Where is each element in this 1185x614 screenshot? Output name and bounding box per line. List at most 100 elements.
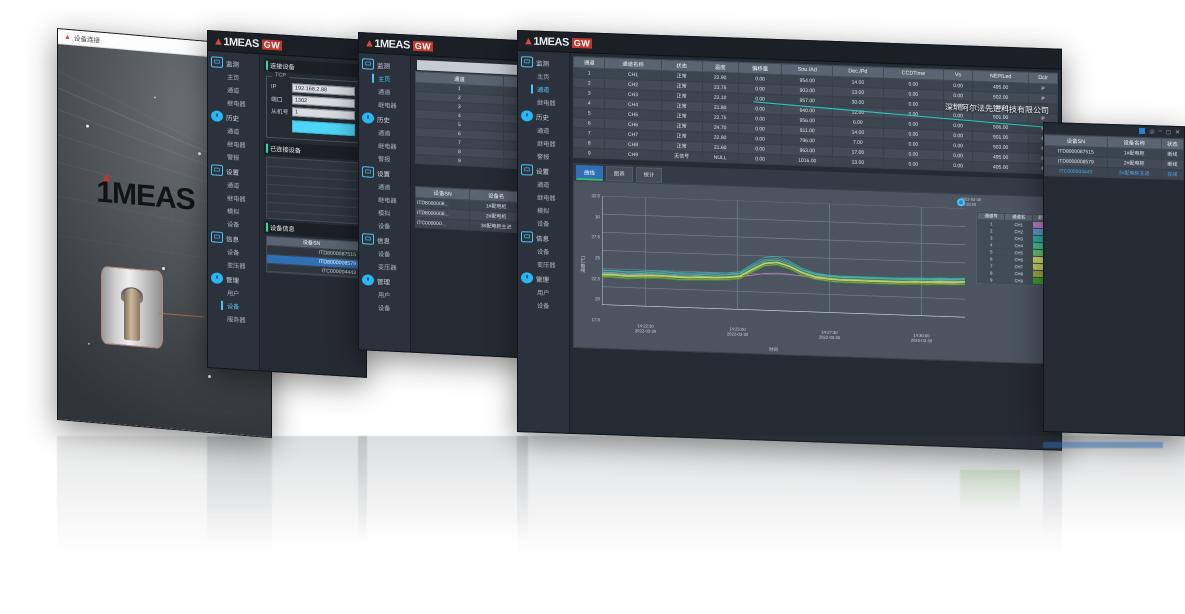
brand-name: ▲1MEAS — [213, 34, 259, 50]
help-icon[interactable]: ◎ — [1149, 129, 1155, 136]
user-admin-icon — [362, 274, 374, 286]
y-tick: 25 — [595, 255, 600, 261]
probe-rod — [123, 287, 140, 342]
monitor-icon — [362, 58, 374, 70]
ip-input[interactable]: 192.168.2.88 — [292, 83, 355, 97]
monitor-icon — [211, 56, 223, 68]
tcp-legend: TCP — [272, 72, 289, 80]
sidebar-item-relay[interactable]: 继电器 — [378, 102, 397, 110]
field-slave[interactable]: 从机号 1 — [271, 106, 355, 121]
y-axis-ticks: 32.5 30 27.5 25 22.5 20 17.5 — [584, 193, 600, 323]
port-input[interactable]: 1302 — [292, 95, 355, 109]
close-icon[interactable]: ✕ — [1174, 129, 1180, 137]
y-tick: 22.5 — [591, 275, 600, 282]
device-table[interactable]: 设备SN 设备名 ITD8000008... 1#配电柜 ITD8000008.… — [415, 186, 523, 233]
sidebar-item-admin-device[interactable]: 设备 — [378, 305, 391, 313]
clock-icon — [211, 110, 223, 122]
sidebar-group-settings[interactable]: 设置 — [518, 162, 569, 179]
table-cell: ITC000004443 — [1044, 165, 1108, 178]
x-tick: 14:22:30 2022-03-30 — [634, 323, 657, 335]
laser-ray — [157, 312, 204, 317]
minimize-icon[interactable]: – — [1158, 128, 1162, 135]
window-device-list[interactable]: ◎ – ◻ ✕ 设备SN 设备名称 状态 ITD8000087515 1#配电柜 断线 IT… — [1043, 122, 1185, 437]
y-tick: 20 — [595, 296, 600, 302]
flame-tick-icon: ▲ — [523, 34, 534, 48]
legend-row[interactable]: 9 CH9 — [977, 275, 1053, 285]
sidebar-group-info[interactable]: 信息 — [518, 229, 569, 246]
settings-monitor-icon — [521, 164, 533, 176]
x-tick: 14:30:00 2022-03-30 — [910, 332, 933, 344]
sidebar[interactable]: 监测 主页 通道 继电器 历史 通道 继电器 警报 设置 通道 继电器 模拟 设… — [208, 51, 260, 371]
document-icon — [521, 231, 533, 243]
sidebar-item-info-transformer[interactable]: 变压器 — [537, 261, 556, 270]
settings-monitor-icon — [362, 166, 374, 178]
brand-suffix: GW — [412, 40, 434, 52]
connect-button[interactable] — [292, 120, 355, 137]
y-tick: 30 — [595, 213, 600, 220]
window-channel-monitor[interactable]: ▲1MEAS GW 监测 主页 通道 继电器 历史 通道 继电器 警报 — [517, 30, 1062, 451]
sidebar-item-history-alarm[interactable]: 警报 — [378, 156, 391, 164]
maximize-icon[interactable]: ◻ — [1165, 129, 1171, 136]
trend-chart[interactable]: 2022-03-30 14:30:20 温度(℃) 32.5 30 27.5 25 22… — [573, 179, 1058, 365]
table-cell: 405.00 — [972, 161, 1029, 174]
y-tick: 17.5 — [591, 317, 600, 323]
brand-suffix: GW — [571, 37, 593, 49]
channel-data-table[interactable]: 通道 通道名称 状态 温度 偏移量 Sou./Ad Dec./Pd CCDTime Vs NEP/… — [573, 56, 1058, 175]
plot-svg — [602, 195, 965, 318]
table-cell: 13.00 — [832, 156, 884, 169]
table-cell: 0.00 — [943, 160, 973, 172]
y-tick: 27.5 — [591, 234, 600, 240]
flame-tick-icon: ▲ — [213, 34, 224, 48]
tab-curve[interactable]: 曲线 — [576, 165, 603, 181]
flame-tick-icon: ▲ — [100, 168, 113, 185]
table-cell: 1016.00 — [781, 154, 833, 167]
brand-suffix: GW — [261, 38, 283, 51]
sidebar-group-admin[interactable]: 管理 — [518, 270, 569, 287]
connected-device-list[interactable] — [266, 156, 360, 225]
channel-table[interactable]: 通道 1 2 3 4 5 6 7 8 9 — [415, 71, 523, 169]
brand-name: ▲1MEAS — [523, 34, 569, 49]
sidebar-item-admin-server[interactable]: 服务器 — [227, 316, 246, 325]
table-cell: 无信号 — [661, 150, 703, 162]
x-axis-ticks: 14:22:30 2022-03-30 14:25:00 2022-03-30 14:2… — [602, 322, 965, 351]
table-cell: 0.00 — [883, 158, 944, 171]
plot-area: 温度(℃) 32.5 30 27.5 25 22.5 20 17.5 14:22:30 202… — [574, 181, 973, 361]
sidebar-item-history-alarm[interactable]: 警报 — [537, 153, 550, 162]
clock-icon — [521, 110, 533, 122]
clock-icon — [362, 112, 374, 124]
sidebar-item-admin-device[interactable]: 设备 — [537, 302, 550, 311]
document-icon — [211, 231, 223, 243]
restore-icon[interactable] — [1139, 127, 1146, 135]
slave-id-input[interactable]: 1 — [292, 107, 355, 121]
device-status-table[interactable]: 设备SN 设备名称 状态 ITD8000087515 1#配电柜 断线 ITD8000008… — [1044, 134, 1184, 180]
flame-tick-icon: ▲ — [364, 36, 375, 50]
table-cell: 0.00 — [738, 153, 782, 165]
tab-chart[interactable]: 图表 — [605, 166, 633, 182]
settings-content: 连接设备 TCP IP 192.168.2.88 端口 1302 从机号 1 — [260, 54, 366, 377]
x-axis-label: 时间 — [769, 346, 778, 353]
legend-channel-name: CH9 — [1004, 276, 1033, 285]
document-icon — [362, 233, 374, 245]
sidebar[interactable]: 监测 主页 通道 继电器 历史 通道 继电器 警报 设置 通道 继电器 模拟 设… — [518, 51, 570, 433]
probe-cylinder-graphic — [100, 265, 204, 349]
settings-monitor-icon — [211, 164, 223, 176]
window-home[interactable]: ▲1MEAS GW 监测 主页 通道 继电器 历史 通道 继电器 警报 — [358, 32, 528, 359]
user-admin-icon — [211, 272, 223, 284]
tab-stats[interactable]: 统计 — [635, 167, 663, 184]
sidebar-item-settings-device[interactable]: 设备 — [537, 220, 550, 229]
table-cell: 断线 — [1161, 149, 1184, 160]
window-device-settings[interactable]: ▲1MEAS GW 监测 主页 通道 继电器 历史 通道 继电器 警报 — [207, 30, 367, 378]
page-title: 设备连接 — [73, 35, 100, 45]
sidebar-group-monitor[interactable]: 监测 — [518, 54, 569, 71]
sidebar-item-settings-device[interactable]: 设备 — [378, 223, 391, 231]
flame-logo-icon: ▲ — [64, 33, 71, 41]
home-content: 通道 1 2 3 4 5 6 7 8 9 设备SN 设备名 — [411, 56, 527, 358]
table-cell: NULL — [702, 151, 739, 164]
monitor-content: 通道 通道名称 状态 温度 偏移量 Sou./Ad Dec./Pd CCDTime Vs NEP/… — [570, 53, 1061, 450]
sidebar-item-relay[interactable]: 继电器 — [537, 99, 556, 108]
sidebar[interactable]: 监测 主页 通道 继电器 历史 通道 继电器 警报 设置 通道 继电器 模拟 设… — [359, 53, 411, 352]
sidebar-group-history[interactable]: 历史 — [518, 108, 569, 125]
sidebar-item-info-transformer[interactable]: 变压器 — [378, 264, 397, 272]
device-sn-list[interactable]: 设备SN ITD8000087515 ITD8000008579 ITC0000… — [266, 235, 360, 279]
